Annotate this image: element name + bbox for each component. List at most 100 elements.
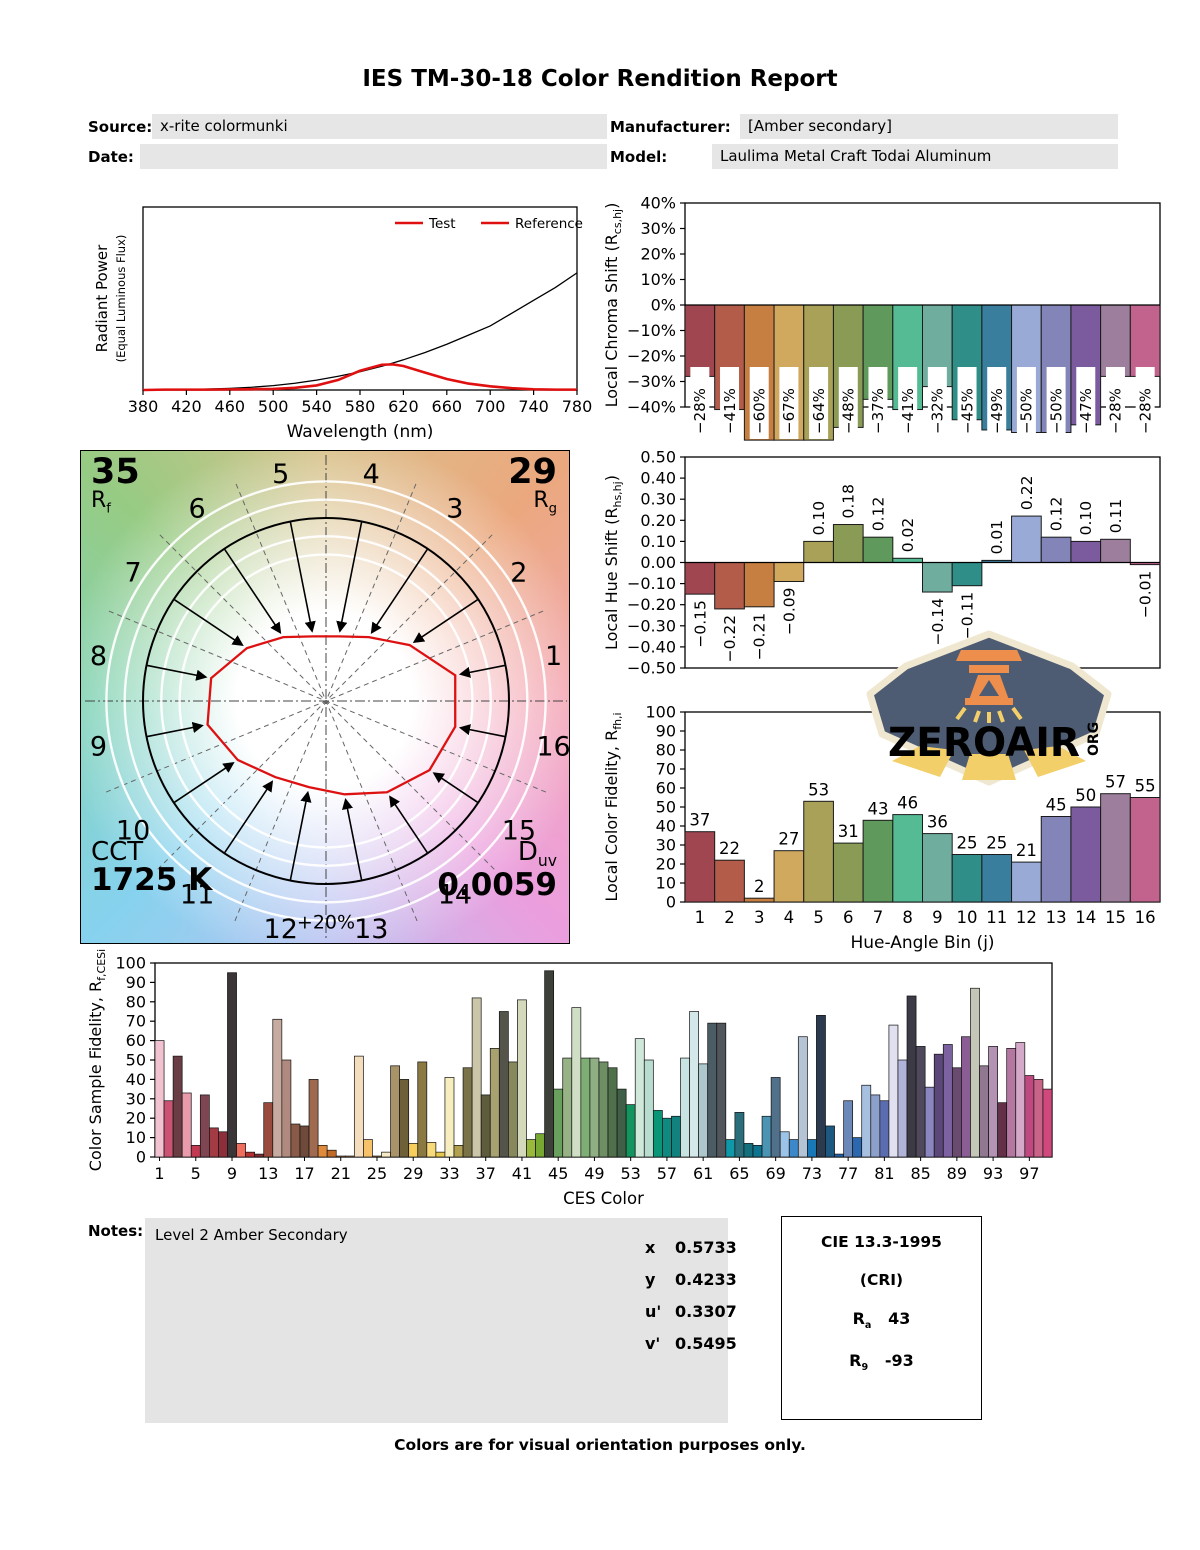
svg-text:37: 37 xyxy=(476,1164,496,1183)
cct-label: CCT xyxy=(91,837,144,867)
bar xyxy=(634,1038,645,1158)
svg-text:37: 37 xyxy=(689,811,710,830)
svg-text:−32%: −32% xyxy=(929,388,947,434)
bar xyxy=(417,1061,428,1158)
bar xyxy=(714,562,745,610)
bar xyxy=(707,1022,718,1158)
svg-text:−10%: −10% xyxy=(627,321,676,340)
bar xyxy=(607,1067,618,1158)
bar xyxy=(832,842,864,903)
bar xyxy=(951,854,983,903)
svg-text:0.20: 0.20 xyxy=(640,511,676,530)
bar xyxy=(408,1143,419,1158)
bars xyxy=(154,970,1053,1158)
svg-text:420: 420 xyxy=(171,397,202,416)
svg-text:−0.20: −0.20 xyxy=(627,595,676,614)
svg-text:30%: 30% xyxy=(640,219,676,238)
bar xyxy=(308,1079,319,1158)
page-title: IES TM-30-18 Color Rendition Report xyxy=(362,66,838,92)
svg-text:−45%: −45% xyxy=(958,388,976,434)
svg-text:60: 60 xyxy=(656,779,676,798)
svg-text:43: 43 xyxy=(867,799,888,818)
svg-text:45: 45 xyxy=(1046,796,1067,815)
bar xyxy=(181,1092,192,1158)
bar xyxy=(535,1133,545,1158)
bar xyxy=(598,1061,609,1158)
bar xyxy=(922,833,953,903)
svg-text:−37%: −37% xyxy=(869,388,887,434)
svg-text:−64%: −64% xyxy=(810,388,828,434)
bar xyxy=(942,1044,953,1158)
svg-text:460: 460 xyxy=(215,397,246,416)
bar xyxy=(372,1155,382,1158)
bar xyxy=(209,1127,219,1158)
bar xyxy=(970,987,980,1158)
bar xyxy=(743,1143,754,1158)
bar xyxy=(684,562,716,595)
notes-box: Level 2 Amber Secondary xyxy=(145,1218,728,1423)
svg-text:21: 21 xyxy=(331,1164,351,1183)
bar xyxy=(861,1084,872,1158)
bar xyxy=(526,1139,536,1158)
manufacturer-label: Manufacturer: xyxy=(610,118,731,136)
svg-text:60: 60 xyxy=(126,1031,146,1050)
svg-text:540: 540 xyxy=(301,397,332,416)
svg-text:0: 0 xyxy=(666,893,676,912)
bars xyxy=(684,515,1161,610)
bar xyxy=(218,1131,228,1158)
legend-reference: Reference xyxy=(515,216,583,232)
svg-text:53: 53 xyxy=(808,780,829,799)
chromaticity-u: u' 0.3307 xyxy=(645,1302,737,1321)
bar xyxy=(553,1088,564,1158)
light-beams xyxy=(892,746,1086,780)
svg-text:−60%: −60% xyxy=(750,388,768,434)
cri-box: CIE 13.3-1995 (CRI) Ra 43 R9 -93 xyxy=(781,1216,982,1420)
svg-text:11: 11 xyxy=(986,908,1007,927)
bar xyxy=(381,1151,391,1158)
torii-rays xyxy=(955,706,1023,723)
bar xyxy=(734,1112,745,1158)
duv-value: 0.0059 xyxy=(437,866,557,903)
chromaticity-y: y 0.4233 xyxy=(645,1270,737,1289)
bar xyxy=(725,1139,736,1158)
bin-label: 15 xyxy=(502,815,536,846)
bar xyxy=(816,1015,826,1158)
svg-text:40: 40 xyxy=(656,817,676,836)
bar xyxy=(773,850,805,903)
bin-label: 10 xyxy=(116,815,150,846)
bar xyxy=(299,1125,310,1158)
svg-text:620: 620 xyxy=(388,397,419,416)
brand-tld-text: ORG xyxy=(1086,722,1102,756)
svg-text:29: 29 xyxy=(403,1164,423,1183)
svg-text:0.02: 0.02 xyxy=(899,518,917,553)
svg-text:20: 20 xyxy=(656,855,676,874)
bar xyxy=(363,1139,373,1158)
bar-labels: −0.15 −0.22 −0.21 −0.09 0.10 0.18 0.12 0.02 −0.1… xyxy=(691,476,1154,663)
bar xyxy=(616,1088,627,1158)
svg-text:53: 53 xyxy=(621,1164,641,1183)
svg-text:0.18: 0.18 xyxy=(840,484,858,519)
svg-text:−28%: −28% xyxy=(691,388,709,434)
x-axis-title: CES Color xyxy=(563,1189,644,1208)
bar xyxy=(353,1055,364,1158)
svg-text:50: 50 xyxy=(1075,786,1096,805)
rf-label: Rf xyxy=(91,488,111,517)
bar xyxy=(290,1123,301,1158)
bar xyxy=(1100,304,1131,377)
bin-label: 8 xyxy=(90,641,107,672)
bar xyxy=(825,1125,835,1158)
cri-r9-row: R9 -93 xyxy=(849,1351,914,1374)
svg-text:−47%: −47% xyxy=(1077,388,1095,434)
bar xyxy=(281,1059,292,1158)
bar xyxy=(236,1143,246,1158)
rf-value: 35 xyxy=(91,452,140,492)
svg-text:17: 17 xyxy=(294,1164,314,1183)
bar xyxy=(797,1036,808,1158)
svg-text:97: 97 xyxy=(1019,1164,1039,1183)
cct-value: 1725 K xyxy=(91,862,213,898)
svg-text:30: 30 xyxy=(656,836,676,855)
svg-text:7: 7 xyxy=(873,908,884,927)
bar xyxy=(263,1102,274,1158)
svg-text:73: 73 xyxy=(802,1164,822,1183)
bar xyxy=(489,1048,500,1158)
